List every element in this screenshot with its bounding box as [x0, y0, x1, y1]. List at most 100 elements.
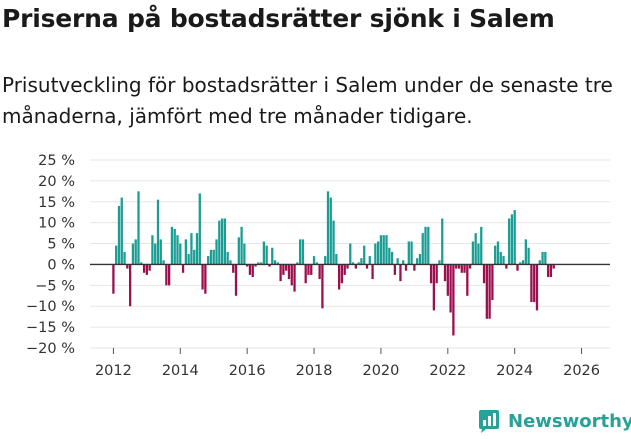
bar: [134, 239, 137, 265]
x-tick-label: 2022: [429, 363, 466, 379]
bar: [201, 264, 204, 290]
bar: [337, 264, 341, 290]
bar: [379, 235, 383, 265]
bar: [120, 197, 123, 265]
y-tick-label: −10 %: [26, 299, 75, 315]
bar: [298, 239, 302, 265]
bar: [463, 264, 466, 273]
bar: [187, 254, 190, 265]
bar: [271, 247, 274, 265]
bar: [377, 241, 380, 265]
bar: [452, 264, 455, 336]
bar: [220, 218, 224, 265]
bar: [382, 235, 385, 265]
bar: [544, 251, 547, 265]
bar: [457, 264, 461, 269]
bar: [296, 262, 299, 265]
y-tick-label: 20 %: [38, 174, 75, 190]
y-tick-label: −20 %: [26, 341, 75, 357]
bar: [527, 247, 530, 265]
bar: [477, 243, 480, 265]
bar: [385, 235, 388, 265]
bar: [257, 262, 260, 265]
bar: [318, 264, 321, 280]
bar: [276, 262, 279, 265]
bar: [443, 264, 447, 282]
newsworthy-logo-icon: [479, 410, 499, 433]
bar: [156, 199, 160, 265]
bar: [168, 264, 171, 286]
y-tick-label: −15 %: [26, 320, 75, 336]
bar: [346, 264, 349, 269]
x-tick-label: 2012: [95, 363, 132, 379]
bar: [229, 260, 232, 265]
bar: [365, 264, 369, 269]
bar: [368, 256, 371, 265]
bar: [471, 241, 475, 265]
bar: [112, 264, 115, 294]
bar: [530, 264, 533, 303]
bar: [315, 262, 318, 265]
bar: [165, 264, 168, 286]
bar: [145, 264, 148, 275]
brand-logo[interactable]: Newsworthy: [476, 408, 631, 434]
bar: [234, 264, 238, 296]
chart-title: Priserna på bostadsrätter sjönk i Salem: [2, 4, 555, 33]
bar: [494, 245, 497, 265]
annotation-label: −1 %: [556, 0, 596, 4]
bar: [223, 218, 227, 265]
bar: [173, 228, 176, 265]
bar: [510, 214, 514, 265]
x-axis: 2012 2014 2016 2018 2020 2022 2024 2026: [95, 348, 600, 379]
bar: [251, 264, 254, 277]
y-tick-label: −5 %: [35, 278, 75, 294]
y-tick-label: 25 %: [38, 153, 75, 169]
bar: [421, 233, 424, 265]
bar: [354, 264, 357, 269]
x-tick-label: 2018: [296, 363, 333, 379]
bar: [446, 264, 449, 296]
bar: [413, 264, 416, 271]
bar: [137, 191, 140, 265]
bar: [115, 245, 118, 265]
bar: [176, 235, 179, 265]
bar: [184, 239, 188, 265]
bar: [240, 226, 243, 265]
bar: [432, 264, 436, 311]
bar: [460, 264, 463, 273]
bar: [268, 264, 271, 267]
bar: [232, 264, 235, 273]
bar: [388, 247, 391, 265]
y-tick-label: 10 %: [38, 216, 75, 232]
bar: [198, 193, 201, 265]
bar: [516, 264, 519, 271]
x-tick-label: 2014: [162, 363, 199, 379]
y-tick-label: 5 %: [47, 237, 75, 253]
bar: [396, 258, 399, 265]
bar: [273, 260, 277, 265]
bar: [502, 256, 505, 265]
x-tick-label: 2020: [362, 363, 399, 379]
bar: [215, 239, 218, 265]
bar: [399, 264, 402, 282]
bar: [393, 264, 397, 275]
bar: [429, 264, 433, 284]
bar: [505, 264, 508, 269]
bar: [332, 220, 335, 265]
bar: [343, 264, 346, 275]
bar: [237, 237, 240, 265]
x-tick-label: 2026: [563, 363, 600, 379]
bar: [521, 260, 525, 265]
bar: [193, 249, 196, 265]
bar: [254, 264, 257, 267]
x-tick-label: 2016: [229, 363, 266, 379]
bar: [131, 243, 135, 265]
bar: [402, 260, 405, 265]
bar: [290, 264, 293, 286]
bar: [374, 243, 377, 265]
bar: [482, 264, 486, 284]
bar: [212, 249, 215, 265]
bar: [262, 241, 266, 265]
bar: [324, 256, 327, 265]
bar: [468, 264, 472, 269]
